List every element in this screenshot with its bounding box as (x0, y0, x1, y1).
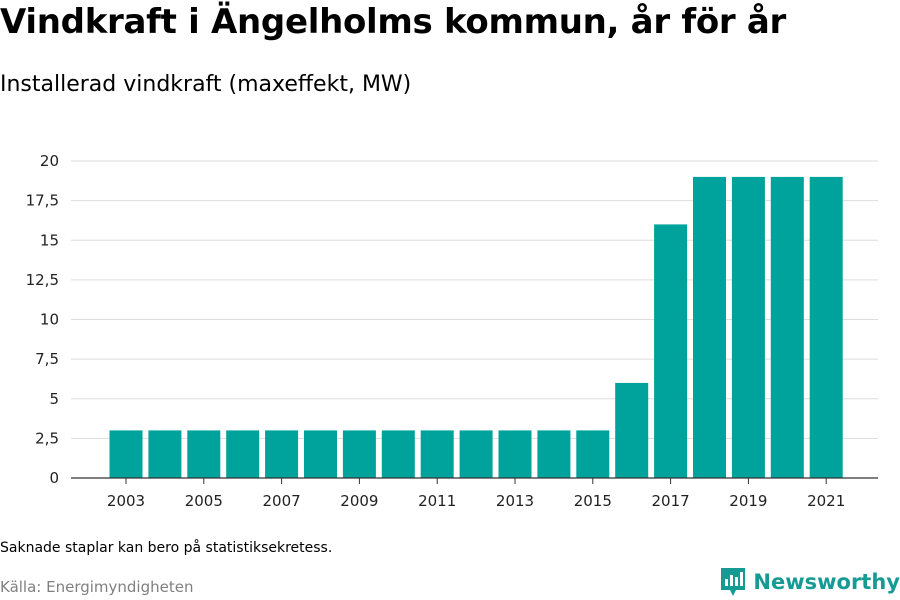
bar (693, 176, 726, 478)
y-tick-label: 10 (40, 311, 59, 329)
footnote: Saknade staplar kan bero på statistiksek… (0, 540, 333, 556)
x-tick-label: 2021 (807, 492, 845, 510)
bars (109, 176, 843, 478)
x-tick-label: 2009 (340, 492, 378, 510)
bar (809, 176, 843, 478)
bar (342, 430, 376, 478)
bar (304, 430, 337, 478)
bar (537, 430, 571, 478)
bar (770, 176, 804, 478)
x-tick-label: 2019 (729, 492, 767, 510)
y-tick-label: 12,5 (26, 271, 59, 289)
bar (731, 176, 765, 478)
y-tick-label: 0 (49, 469, 59, 487)
y-tick-label: 15 (40, 231, 59, 249)
bar (459, 430, 493, 478)
newsworthy-logo-icon (721, 568, 746, 596)
y-tick-label: 20 (40, 152, 59, 170)
bar (109, 430, 143, 478)
y-tick-label: 17,5 (26, 192, 59, 210)
y-tick-label: 2,5 (35, 429, 59, 447)
y-tick-label: 5 (49, 390, 59, 408)
bar (381, 430, 415, 478)
bar (654, 224, 688, 478)
x-tick-label: 2007 (263, 492, 301, 510)
x-tick-label: 2013 (496, 492, 534, 510)
bar (420, 430, 454, 478)
axes: 0 2,5 5 7,5 10 12,5 15 17,5 20 2003 2005 2007 2009 20… (26, 152, 878, 510)
source-credit: Källa: Energimyndigheten (0, 578, 194, 596)
bar (265, 430, 299, 478)
chart-subtitle: Installerad vindkraft (maxeffekt, MW) (0, 72, 412, 97)
x-tick-label: 2003 (107, 492, 145, 510)
x-tick-label: 2017 (652, 492, 690, 510)
bar (615, 382, 649, 478)
bar (498, 430, 532, 478)
bar (148, 430, 182, 478)
x-tick-label: 2015 (574, 492, 612, 510)
brand-logo: Newsworthy (719, 565, 900, 599)
x-tick-label: 2005 (185, 492, 223, 510)
bar (187, 430, 221, 478)
y-tick-label: 7,5 (35, 350, 59, 368)
x-tick-label: 2011 (418, 492, 456, 510)
brand-name: Newsworthy (753, 570, 900, 594)
chart-title: Vindkraft i Ängelholms kommun, år för år (0, 2, 786, 42)
bar (226, 430, 260, 478)
bar (576, 430, 610, 478)
